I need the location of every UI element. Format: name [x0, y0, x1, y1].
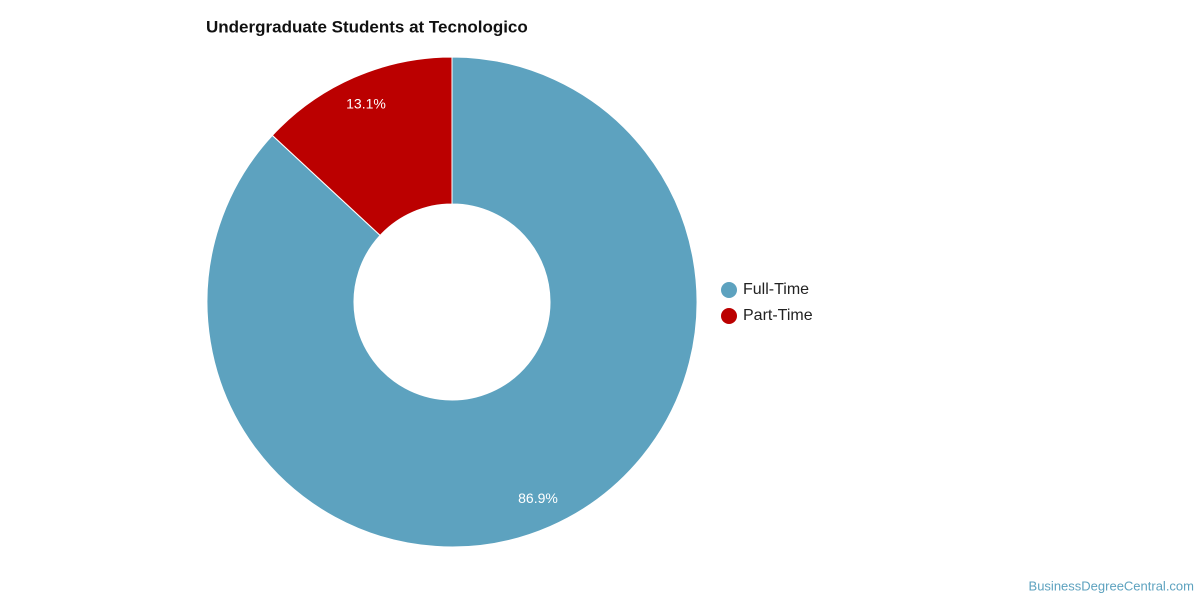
legend-label[interactable]: Part-Time	[743, 307, 813, 324]
legend-marker[interactable]	[721, 308, 737, 324]
slice[interactable]	[271, 56, 453, 237]
chart-title: Undergraduate Students at Tecnologico	[206, 17, 528, 36]
legend-label[interactable]: Full-Time	[743, 281, 809, 298]
value-label: 13.1%	[346, 96, 386, 112]
legend-marker[interactable]	[721, 282, 737, 298]
slice[interactable]	[206, 56, 698, 548]
source-link[interactable]: BusinessDegreeCentral.com	[1029, 578, 1194, 593]
value-label: 86.9%	[518, 490, 558, 506]
